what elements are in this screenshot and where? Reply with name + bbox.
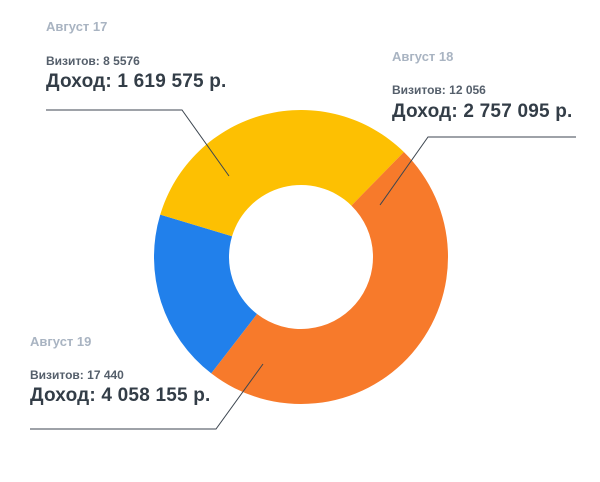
revenue-value: 4 058 155 р. — [101, 385, 211, 406]
revenue-label-aug17: Доход: 1 619 575 р. — [46, 71, 227, 93]
visits-value: 12 056 — [449, 83, 486, 97]
revenue-caption: Доход: — [392, 101, 458, 122]
revenue-value: 1 619 575 р. — [117, 71, 227, 92]
visits-value: 8 5576 — [103, 54, 140, 68]
visits-label-aug19: Визитов: 17 440 — [30, 368, 124, 382]
visits-label-aug17: Визитов: 8 5576 — [46, 54, 140, 68]
revenue-caption: Доход: — [30, 385, 96, 406]
donut-slice — [211, 152, 448, 404]
revenue-label-aug18: Доход: 2 757 095 р. — [392, 101, 573, 123]
visits-caption: Визитов: — [46, 54, 100, 68]
revenue-value: 2 757 095 р. — [463, 101, 573, 122]
donut-slice — [160, 110, 404, 237]
visits-value: 17 440 — [87, 368, 124, 382]
leader-line — [379, 136, 576, 206]
period-label-aug18: Август 18 — [392, 49, 454, 64]
revenue-caption: Доход: — [46, 71, 112, 92]
revenue-label-aug19: Доход: 4 058 155 р. — [30, 385, 211, 407]
leader-line — [30, 363, 264, 430]
period-label-aug17: Август 17 — [46, 19, 108, 34]
leader-line — [46, 109, 230, 177]
period-label-aug19: Август 19 — [30, 334, 92, 349]
visits-label-aug18: Визитов: 12 056 — [392, 83, 486, 97]
donut-slice — [153, 214, 258, 374]
visits-caption: Визитов: — [30, 368, 84, 382]
visits-caption: Визитов: — [392, 83, 446, 97]
